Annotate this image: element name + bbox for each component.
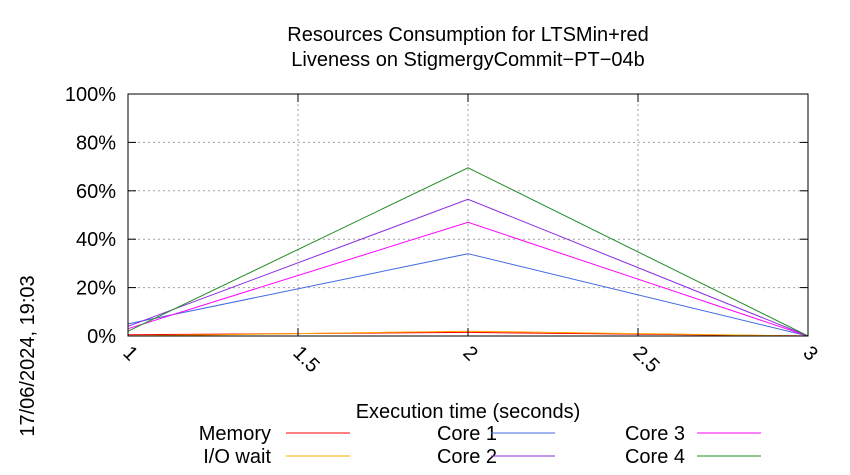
legend-label: Core 1 bbox=[437, 423, 497, 445]
x-tick-label: 1.5 bbox=[288, 342, 323, 377]
legend-label: Core 2 bbox=[437, 446, 497, 468]
y-tick-label: 0% bbox=[87, 326, 116, 348]
chart-title-line-2: Liveness on StigmergyCommit−PT−04b bbox=[291, 49, 645, 71]
x-tick-label: 2.5 bbox=[628, 342, 663, 377]
series-line-core-3 bbox=[127, 221, 809, 337]
x-axis-label: Execution time (seconds) bbox=[356, 401, 581, 423]
grid bbox=[128, 94, 808, 336]
x-tick-label: 3 bbox=[798, 342, 821, 365]
y-tick-label: 40% bbox=[76, 229, 116, 251]
legend-label: Core 4 bbox=[625, 446, 685, 468]
y-tick-label: 60% bbox=[76, 181, 116, 203]
x-tick-label: 2 bbox=[458, 342, 481, 365]
y-ticks: 0% 20% 40% 60% 80% 100% bbox=[65, 84, 808, 348]
timestamp-label: 17/06/2024, 19:03 bbox=[17, 275, 39, 436]
y-tick-label: 20% bbox=[76, 278, 116, 300]
y-tick-label: 80% bbox=[76, 132, 116, 154]
legend-label: Core 3 bbox=[625, 423, 685, 445]
series-line-core-2 bbox=[127, 198, 809, 337]
y-tick-label: 100% bbox=[65, 84, 116, 106]
x-tick-label: 1 bbox=[118, 342, 141, 365]
legend-label: I/O wait bbox=[203, 446, 271, 468]
series-line-core-1 bbox=[127, 253, 809, 337]
series-line-core-4 bbox=[127, 167, 809, 337]
legend-label: Memory bbox=[199, 423, 271, 445]
chart-title-line-1: Resources Consumption for LTSMin+red bbox=[287, 24, 648, 46]
